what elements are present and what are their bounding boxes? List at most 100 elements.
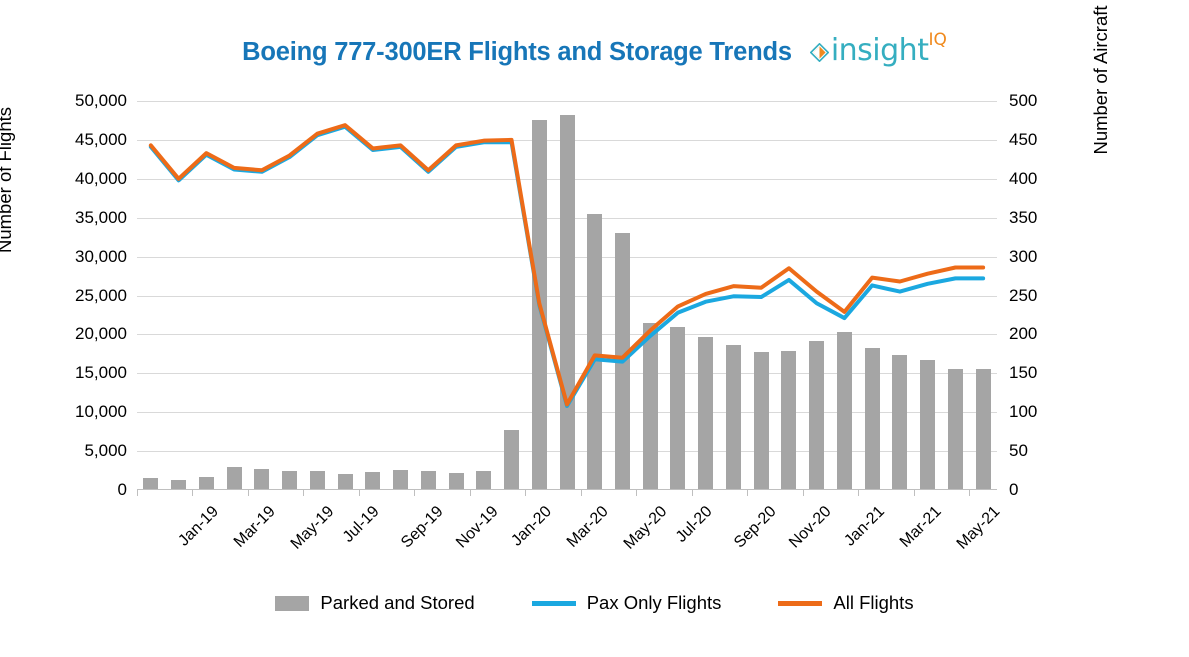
y-axis-right-tick-label: 200 — [1009, 324, 1038, 344]
bar — [836, 332, 852, 490]
bar — [309, 471, 325, 490]
x-axis-tick-label: Jan-20 — [508, 503, 555, 550]
y-axis-right-tick-label: 250 — [1009, 285, 1038, 305]
legend-swatch-line — [531, 600, 576, 606]
x-axis-tick-label: Jul-20 — [672, 503, 716, 546]
x-axis-tick-label: Mar-21 — [897, 503, 945, 551]
gridline — [137, 101, 997, 102]
bar — [282, 470, 298, 490]
x-axis-tick-label: Mar-19 — [231, 503, 280, 551]
y-axis-left-tick-label: 10,000 — [75, 402, 127, 422]
x-axis-tick-mark — [358, 490, 360, 496]
plot-area — [137, 101, 997, 490]
y-axis-left-tick-label: 40,000 — [75, 168, 127, 188]
bar — [642, 322, 658, 490]
y-axis-right-tick-label: 450 — [1009, 129, 1038, 149]
y-axis-left-tick-label: 15,000 — [75, 363, 127, 383]
line-all-flights — [148, 123, 986, 407]
bar — [504, 430, 520, 490]
legend-swatch-bar — [275, 595, 310, 611]
y-axis-right-tick-label: 150 — [1009, 363, 1038, 383]
bar — [337, 474, 353, 490]
y-axis-left-tick-label: 5,000 — [84, 441, 127, 461]
x-axis-tick-label: May-21 — [953, 503, 1004, 553]
bar — [725, 345, 741, 490]
bar — [809, 341, 825, 490]
bar — [365, 471, 381, 490]
x-axis-tick-label: Jan-19 — [175, 503, 222, 550]
x-axis-tick-mark — [137, 490, 138, 496]
bar — [864, 348, 880, 490]
logo-iq-superscript: IQ — [928, 30, 947, 50]
x-axis-tick-mark — [636, 490, 638, 496]
bar — [892, 355, 908, 490]
y-axis-right-tick-label: 350 — [1009, 207, 1038, 227]
bar — [254, 468, 270, 490]
bar — [393, 469, 409, 490]
x-axis-tick-mark — [303, 490, 305, 496]
page-title: Boeing 777-300ER Flights and Storage Tre… — [242, 37, 792, 66]
bar — [143, 477, 159, 490]
insightiq-diamond-icon — [809, 42, 830, 63]
line-series-group — [148, 123, 986, 408]
bar — [198, 476, 214, 490]
y-axis-right-tick-label: 300 — [1009, 246, 1038, 266]
x-axis-tick-mark — [525, 490, 527, 496]
x-axis-tick-mark — [247, 490, 249, 496]
x-axis-tick-label: Sep-19 — [397, 503, 447, 552]
x-axis-tick-mark — [580, 490, 582, 496]
x-axis-tick-mark — [691, 490, 693, 496]
x-axis-tick-label: May-19 — [287, 503, 338, 553]
x-axis-tick-mark — [802, 490, 804, 496]
y-axis-left-tick-label: 35,000 — [75, 207, 127, 227]
y-axis-right-title: Number of Aircraft — [1090, 5, 1111, 155]
y-axis-left-tick-label: 45,000 — [75, 129, 127, 149]
logo-wordmark: insight — [830, 33, 929, 68]
bar — [420, 470, 436, 490]
chart-legend: Parked and Stored Pax Only Flights All Fli… — [0, 592, 1189, 614]
x-axis-tick-label: Mar-20 — [564, 503, 612, 551]
x-axis-tick-mark — [969, 490, 971, 496]
bar — [476, 470, 492, 490]
y-axis-left-tick-label: 30,000 — [75, 246, 127, 266]
y-axis-left-tick-label: 0 — [117, 480, 127, 499]
bar — [975, 368, 991, 490]
legend-label: Parked and Stored — [320, 592, 475, 613]
y-axis-right-tick-label: 500 — [1009, 91, 1038, 110]
x-axis-tick-label: May-20 — [620, 503, 671, 553]
legend-label: All Flights — [833, 592, 914, 613]
x-axis-tick-label: Nov-20 — [786, 503, 835, 552]
bar — [226, 467, 242, 490]
line-pax-only-flights — [148, 124, 986, 408]
bar — [448, 472, 464, 490]
x-axis-tick-mark — [192, 490, 194, 496]
y-axis-left-tick-label: 25,000 — [75, 285, 127, 305]
x-axis-line — [137, 489, 997, 490]
x-axis-tick-label: Jul-19 — [340, 503, 383, 546]
y-axis-right-tick-label: 50 — [1009, 441, 1028, 461]
legend-item: Parked and Stored — [275, 592, 475, 614]
y-axis-right-tick-label: 400 — [1009, 168, 1038, 188]
legend-label: Pax Only Flights — [586, 592, 722, 613]
bar — [753, 352, 769, 490]
bar — [947, 368, 963, 490]
bar — [587, 213, 603, 490]
x-axis-tick-label: Sep-20 — [730, 503, 780, 552]
insightiq-logo: insight IQ — [809, 30, 947, 74]
x-axis-tick-mark — [747, 490, 749, 496]
legend-swatch-line — [778, 600, 823, 606]
bar — [781, 350, 797, 490]
legend-item: All Flights — [778, 592, 914, 614]
x-axis-tick-mark — [913, 490, 915, 496]
bar — [171, 480, 187, 490]
x-axis-tick-label: Nov-19 — [453, 503, 502, 552]
chart-header: Boeing 777-300ER Flights and Storage Tre… — [0, 30, 1189, 74]
legend-item: Pax Only Flights — [531, 592, 722, 614]
y-axis-right-tick-label: 0 — [1009, 480, 1019, 499]
y-axis-left-tick-label: 20,000 — [75, 324, 127, 344]
x-axis-tick-mark — [414, 490, 416, 496]
y-axis-left-tick-label: 50,000 — [75, 91, 127, 110]
bar — [698, 336, 714, 490]
x-axis-tick-mark — [469, 490, 471, 496]
bar — [670, 326, 686, 490]
